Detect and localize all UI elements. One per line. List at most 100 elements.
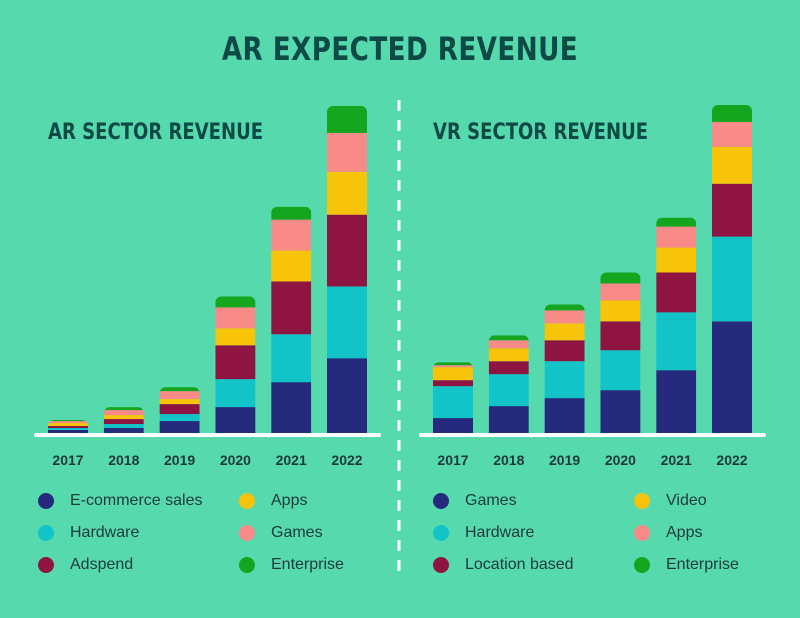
legend-swatch <box>634 557 650 573</box>
vr-bar-2020-games <box>600 390 641 433</box>
legend-label: Apps <box>271 492 308 509</box>
ar-bar-2020-e-commerce-sales <box>215 407 256 433</box>
legend-label: Apps <box>666 524 703 541</box>
ar-x-tick-label: 2020 <box>220 452 251 468</box>
ar-legend-item-enterprise: Enterprise <box>239 556 344 574</box>
vr-bar-2019-location-based <box>544 340 585 362</box>
ar-bar-2020-hardware <box>215 379 256 408</box>
vr-bar-2022-games <box>712 321 752 433</box>
vr-bar-2022-hardware <box>712 236 752 322</box>
vr-bar-2019-video <box>544 323 585 341</box>
vr-bar-2019-games <box>544 398 585 433</box>
vr-bar-2017-video <box>433 367 473 381</box>
legend-label: Games <box>465 492 517 509</box>
legend-label: Games <box>271 524 323 541</box>
ar-bar-2019-e-commerce-sales <box>159 421 200 433</box>
vr-x-tick-label: 2019 <box>549 452 580 468</box>
vr-bar-2020-location-based <box>600 321 641 351</box>
vr-bar-2020-apps <box>600 283 641 301</box>
vr-legend-item-hardware: Hardware <box>433 524 534 542</box>
vr-bar-2017-games <box>433 418 473 433</box>
vr-bar-2022-apps <box>712 121 752 147</box>
ar-bar-2018-hardware <box>103 424 144 429</box>
ar-legend-item-e-commerce-sales: E-commerce sales <box>38 492 202 510</box>
legend-label: Adspend <box>70 556 134 573</box>
vr-bar-2018-apps <box>488 340 529 349</box>
vr-bar-2018-location-based <box>488 361 529 375</box>
ar-bar-2022-e-commerce-sales <box>327 358 367 433</box>
legend-swatch <box>634 493 650 509</box>
vr-chart-title: VR SECTOR REVENUE <box>433 120 649 145</box>
ar-bar-2018-e-commerce-sales <box>103 428 144 433</box>
vr-bar-2021-location-based <box>656 272 697 313</box>
page-title: AR EXPECTED REVENUE <box>221 30 579 68</box>
legend-label: Hardware <box>70 524 140 541</box>
vr-x-tick-label: 2017 <box>437 452 468 468</box>
legend-label: Hardware <box>465 524 535 541</box>
vr-x-tick-label: 2018 <box>493 452 524 468</box>
ar-legend-item-games: Games <box>239 524 323 542</box>
legend-swatch <box>634 525 650 541</box>
ar-bar-2020-apps <box>215 328 256 346</box>
ar-x-tick-label: 2019 <box>164 452 195 468</box>
vr-x-tick-label: 2020 <box>605 452 636 468</box>
vr-bar-2020-video <box>600 300 641 322</box>
ar-bar-2019-adspend <box>159 404 200 415</box>
ar-bar-2017-apps <box>48 423 88 427</box>
ar-bar-2017-e-commerce-sales <box>48 430 88 433</box>
vr-bar-2022-location-based <box>712 183 752 237</box>
ar-bar-2021-apps <box>271 250 312 282</box>
legend-swatch <box>239 525 255 541</box>
vr-bar-2017-enterprise <box>433 362 473 366</box>
legend-label: Enterprise <box>271 556 344 573</box>
vr-bar-2020-enterprise <box>600 272 641 284</box>
ar-bar-2019-hardware <box>159 414 200 422</box>
legend-swatch <box>433 525 449 541</box>
vr-bar-2021-apps <box>656 226 697 248</box>
ar-bar-2022-adspend <box>327 214 367 287</box>
ar-bar-2021-enterprise <box>271 206 312 220</box>
legend-swatch <box>433 557 449 573</box>
ar-bar-2019-apps <box>159 399 200 405</box>
ar-bar-2018-enterprise <box>103 407 144 411</box>
vr-x-tick-label: 2022 <box>716 452 747 468</box>
vr-legend-item-video: Video <box>634 492 707 510</box>
ar-legend-item-adspend: Adspend <box>38 556 133 574</box>
legend-swatch <box>38 525 54 541</box>
ar-bar-2021-games <box>271 219 312 251</box>
ar-bar-2020-adspend <box>215 345 256 380</box>
legend-label: E-commerce sales <box>70 492 203 509</box>
legend-swatch <box>239 493 255 509</box>
vr-x-tick-label: 2021 <box>661 452 692 468</box>
ar-bar-2022-hardware <box>327 286 367 359</box>
ar-bar-2020-games <box>215 307 256 329</box>
ar-x-tick-label: 2021 <box>276 452 307 468</box>
vr-legend-item-location-based: Location based <box>433 556 574 574</box>
legend-label: Location based <box>465 556 574 573</box>
vr-bar-2018-games <box>488 406 529 433</box>
ar-bar-2022-games <box>327 132 367 172</box>
ar-bar-2022-apps <box>327 171 367 215</box>
ar-bar-2017-adspend <box>48 426 88 429</box>
ar-bar-2018-games <box>103 410 144 416</box>
vr-bar-2017-location-based <box>433 380 473 387</box>
legend-swatch <box>433 493 449 509</box>
vr-legend-item-games: Games <box>433 492 517 510</box>
vr-bar-2019-hardware <box>544 361 585 399</box>
ar-bar-2021-adspend <box>271 281 312 335</box>
vr-bar-2020-hardware <box>600 350 641 391</box>
vr-bar-2021-enterprise <box>656 217 697 227</box>
ar-x-tick-label: 2018 <box>108 452 139 468</box>
ar-bar-2018-apps <box>103 415 144 420</box>
vr-bar-2018-enterprise <box>488 335 529 341</box>
vr-legend: Games Hardware Location based Video Apps Ente… <box>431 492 791 592</box>
ar-legend-item-hardware: Hardware <box>38 524 139 542</box>
legend-label: Enterprise <box>666 556 739 573</box>
vr-bar-2022-video <box>712 146 752 184</box>
ar-bar-2020-enterprise <box>215 296 256 308</box>
vr-legend-item-apps: Apps <box>634 524 702 542</box>
ar-legend: E-commerce sales Hardware Adspend Apps Games… <box>36 492 396 592</box>
ar-chart-title: AR SECTOR REVENUE <box>48 120 264 145</box>
ar-legend-item-apps: Apps <box>239 492 307 510</box>
vr-bar-2021-hardware <box>656 312 697 371</box>
